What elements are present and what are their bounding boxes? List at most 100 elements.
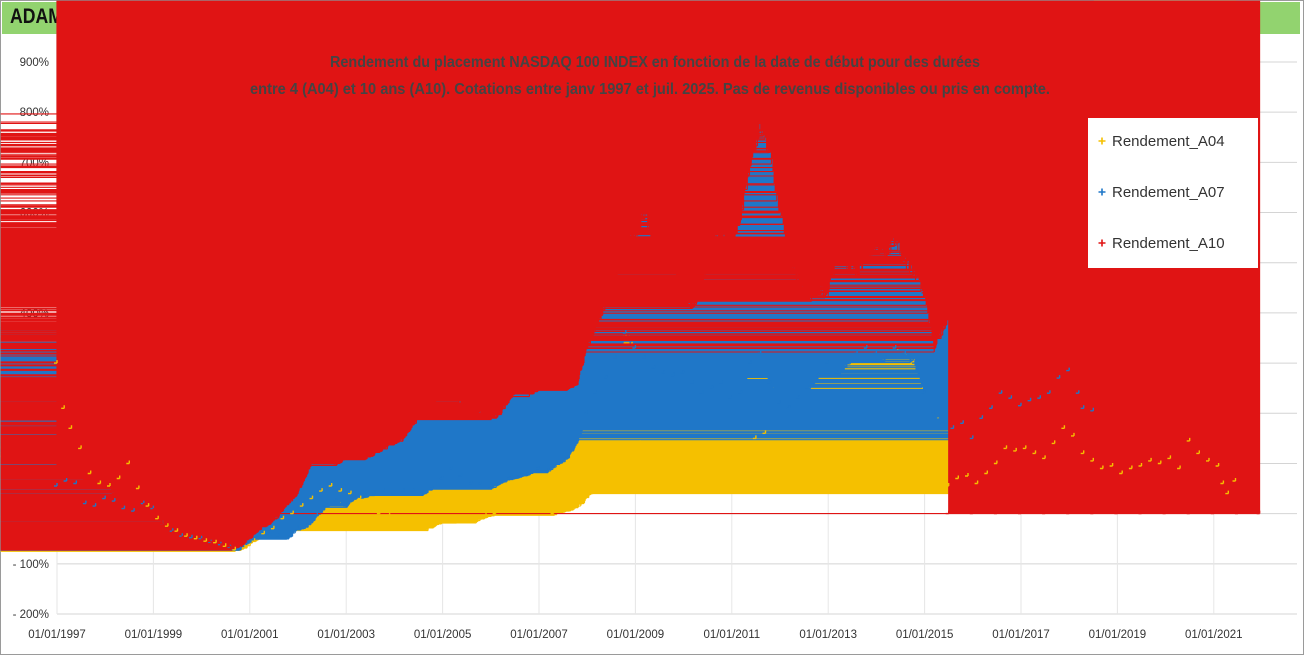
data-point — [671, 372, 675, 377]
data-point — [487, 415, 492, 419]
legend-box — [1088, 118, 1258, 268]
legend-label: Rendement_A07 — [1112, 184, 1225, 201]
data-point — [854, 269, 858, 274]
data-point — [372, 490, 376, 495]
data-point — [386, 513, 391, 517]
data-point — [757, 350, 762, 354]
data-point — [651, 249, 656, 254]
data-point — [362, 455, 367, 460]
data-series — [0, 0, 1261, 552]
data-point — [598, 480, 603, 485]
data-point — [343, 503, 347, 507]
data-point — [815, 372, 820, 377]
data-point — [270, 525, 275, 530]
data-point — [632, 229, 637, 234]
data-point — [921, 289, 926, 294]
data-point — [1256, 510, 1261, 515]
data-point — [348, 490, 352, 495]
data-point — [198, 538, 203, 542]
data-point — [323, 455, 328, 460]
data-point — [487, 485, 492, 490]
data-point — [521, 508, 526, 512]
data-point — [430, 485, 434, 490]
data-point — [931, 410, 935, 414]
data-point — [637, 440, 641, 445]
data-point — [1022, 445, 1027, 450]
data-point — [526, 390, 531, 394]
data-point — [574, 380, 579, 384]
data-point — [844, 259, 849, 264]
data-point — [950, 425, 955, 429]
data-point — [1232, 478, 1237, 482]
data-point — [323, 503, 328, 507]
data-point — [227, 545, 232, 550]
data-point — [863, 345, 868, 349]
data-point — [439, 475, 444, 480]
data-point — [690, 304, 694, 309]
data-point — [449, 390, 453, 394]
data-point — [873, 239, 878, 244]
data-point — [430, 405, 434, 409]
y-tick-label: - 100% — [13, 559, 49, 571]
data-point — [290, 510, 294, 515]
data-point — [719, 380, 723, 384]
data-point — [97, 480, 102, 485]
data-point — [73, 480, 77, 485]
data-point — [1148, 457, 1152, 462]
data-point — [955, 475, 959, 480]
data-point — [887, 463, 892, 467]
data-point — [849, 450, 853, 455]
data-point — [974, 480, 979, 485]
data-point — [608, 470, 612, 475]
data-point — [1162, 510, 1167, 515]
data-point — [121, 495, 126, 500]
data-point — [372, 450, 376, 455]
data-point — [671, 264, 675, 269]
legend-marker — [1098, 188, 1106, 196]
data-point — [748, 360, 752, 364]
data-point — [468, 480, 473, 485]
data-point — [603, 299, 608, 304]
data-point — [579, 500, 584, 505]
data-point — [531, 503, 535, 507]
data-point — [1080, 450, 1085, 455]
data-point — [680, 289, 685, 294]
data-point — [511, 505, 516, 510]
data-point — [1027, 397, 1032, 402]
data-point — [391, 440, 396, 445]
data-point — [786, 405, 791, 409]
data-point — [926, 470, 931, 475]
data-point — [555, 460, 559, 465]
data-point — [984, 470, 988, 475]
data-point — [1215, 463, 1220, 467]
data-point — [92, 503, 97, 507]
data-point — [767, 149, 772, 153]
data-point — [208, 540, 212, 545]
data-point — [912, 360, 916, 364]
data-point — [1018, 510, 1022, 515]
data-point — [1099, 465, 1104, 470]
data-point — [801, 468, 805, 472]
data-point — [463, 515, 468, 520]
data-point — [1090, 457, 1094, 462]
data-point — [642, 209, 646, 214]
data-point — [266, 530, 270, 535]
data-point — [839, 447, 844, 452]
data-point — [1071, 432, 1075, 437]
chart-title-line-1: Rendement du placement NASDAQ 100 INDEX … — [330, 54, 980, 71]
data-point — [275, 513, 280, 517]
data-point — [1003, 445, 1008, 450]
data-point — [1042, 455, 1046, 460]
data-point — [189, 538, 193, 542]
data-point — [656, 455, 661, 460]
data-point — [680, 370, 685, 374]
data-point — [873, 350, 878, 354]
data-point — [536, 385, 540, 389]
data-point — [61, 405, 65, 409]
data-point — [107, 483, 111, 487]
data-point — [661, 370, 665, 374]
legend: Rendement_A04 Rendement_A07 Rendement_A10 — [1088, 118, 1258, 268]
data-point — [362, 493, 367, 497]
data-point — [728, 249, 733, 254]
data-point — [391, 490, 396, 495]
